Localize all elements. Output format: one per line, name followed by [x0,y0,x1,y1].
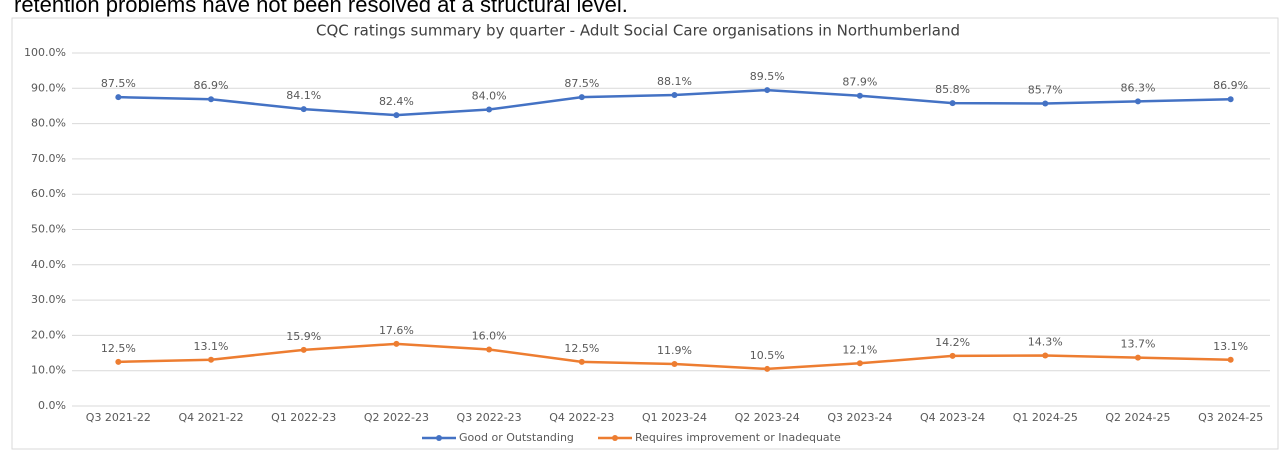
point [300,346,307,353]
y-tick-label: 50.0% [31,223,66,236]
point [393,340,400,347]
point [300,106,307,113]
data-label: 86.3% [1120,81,1155,94]
data-label: 85.8% [935,83,970,96]
point [208,96,215,103]
x-tick-label: Q4 2021-22 [178,411,243,424]
data-label: 11.9% [657,344,692,357]
point [949,352,956,359]
point [856,360,863,367]
legend-marker [436,435,442,441]
point [1042,352,1049,359]
x-tick-label: Q2 2024-25 [1105,411,1170,424]
data-label: 85.7% [1028,83,1063,96]
point [393,112,400,119]
data-label: 88.1% [657,75,692,88]
chart-title: CQC ratings summary by quarter - Adult S… [316,22,960,40]
point [671,360,678,367]
point [1227,96,1234,103]
y-tick-label: 60.0% [31,187,66,200]
data-label: 89.5% [750,70,785,83]
data-label: 86.9% [194,79,229,92]
point [671,92,678,99]
y-tick-label: 10.0% [31,364,66,377]
y-tick-label: 20.0% [31,328,66,341]
point [1042,100,1049,107]
y-tick-label: 80.0% [31,117,66,130]
data-label: 15.9% [286,330,321,343]
point [949,100,956,107]
x-tick-label: Q3 2022-23 [457,411,522,424]
data-label: 84.0% [472,89,507,102]
point [1134,354,1141,361]
data-label: 14.3% [1028,336,1063,349]
y-tick-label: 30.0% [31,293,66,306]
y-tick-label: 100.0% [24,46,66,59]
data-label: 16.0% [472,330,507,343]
x-tick-label: Q4 2023-24 [920,411,985,424]
x-tick-label: Q4 2022-23 [549,411,614,424]
point [1227,356,1234,363]
point [578,94,585,101]
data-label: 87.5% [101,77,136,90]
point [764,365,771,372]
x-tick-label: Q2 2022-23 [364,411,429,424]
point [208,356,215,363]
x-tick-label: Q1 2022-23 [271,411,336,424]
legend-label: Good or Outstanding [459,431,574,444]
x-tick-label: Q2 2023-24 [735,411,800,424]
legend-marker [612,435,618,441]
point [1134,98,1141,105]
point [578,358,585,365]
data-label: 10.5% [750,349,785,362]
data-label: 17.6% [379,324,414,337]
point [115,358,122,365]
data-label: 14.2% [935,336,970,349]
x-tick-label: Q1 2024-25 [1013,411,1078,424]
x-tick-label: Q3 2021-22 [86,411,151,424]
legend-label: Requires improvement or Inadequate [635,431,841,444]
data-label: 12.5% [101,342,136,355]
data-label: 12.1% [842,343,877,356]
point [764,87,771,94]
x-tick-label: Q3 2024-25 [1198,411,1263,424]
point [856,92,863,99]
y-tick-label: 0.0% [38,399,66,412]
x-tick-label: Q3 2023-24 [827,411,892,424]
data-label: 12.5% [564,342,599,355]
chart-frame [11,17,1279,450]
y-tick-label: 90.0% [31,81,66,94]
point [115,94,122,101]
data-label: 87.9% [842,76,877,89]
data-label: 86.9% [1213,79,1248,92]
data-label: 87.5% [564,77,599,90]
data-label: 82.4% [379,95,414,108]
header-text: retention problems have not been resolve… [14,0,628,17]
data-label: 13.1% [194,340,229,353]
point [486,346,493,353]
x-tick-label: Q1 2023-24 [642,411,707,424]
y-tick-label: 70.0% [31,152,66,165]
data-label: 13.7% [1120,338,1155,351]
data-label: 13.1% [1213,340,1248,353]
point [486,106,493,113]
data-label: 84.1% [286,89,321,102]
y-tick-label: 40.0% [31,258,66,271]
